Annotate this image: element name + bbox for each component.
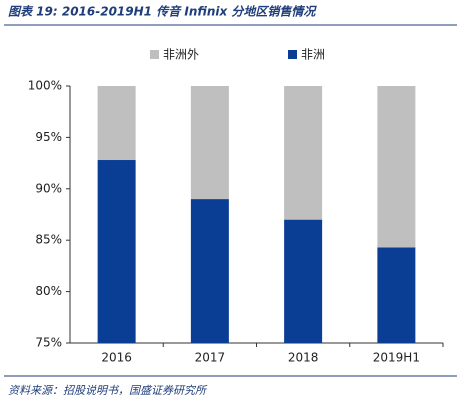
source: 资料来源：招股说明书，国盛证券研究所 (8, 384, 208, 397)
bar-segment (97, 160, 136, 343)
bar-segment (190, 199, 229, 343)
y-tick-label: 75% (35, 336, 62, 350)
bar-segment (284, 219, 323, 343)
bar-segment (377, 86, 416, 248)
bar-segment (377, 247, 416, 343)
x-tick-label: 2018 (288, 351, 319, 365)
x-tick-label: 2016 (101, 351, 132, 365)
bar-segment (284, 86, 323, 220)
legend-label: 非洲 (301, 48, 325, 62)
y-tick-label: 100% (28, 79, 62, 93)
chart-title: 图表 19: 2016-2019H1 传音 Infinix 分地区销售情况 (8, 5, 317, 19)
y-tick-label: 95% (35, 130, 62, 144)
legend-label: 非洲外 (163, 48, 199, 62)
y-tick-label: 80% (35, 284, 62, 298)
legend-swatch (288, 50, 297, 59)
y-tick-label: 85% (35, 233, 62, 247)
x-tick-label: 2019H1 (373, 351, 420, 365)
x-tick-label: 2017 (195, 351, 226, 365)
bar-segment (97, 86, 136, 161)
y-tick-label: 90% (35, 181, 62, 195)
bar-segment (190, 86, 229, 200)
legend-swatch (150, 50, 159, 59)
